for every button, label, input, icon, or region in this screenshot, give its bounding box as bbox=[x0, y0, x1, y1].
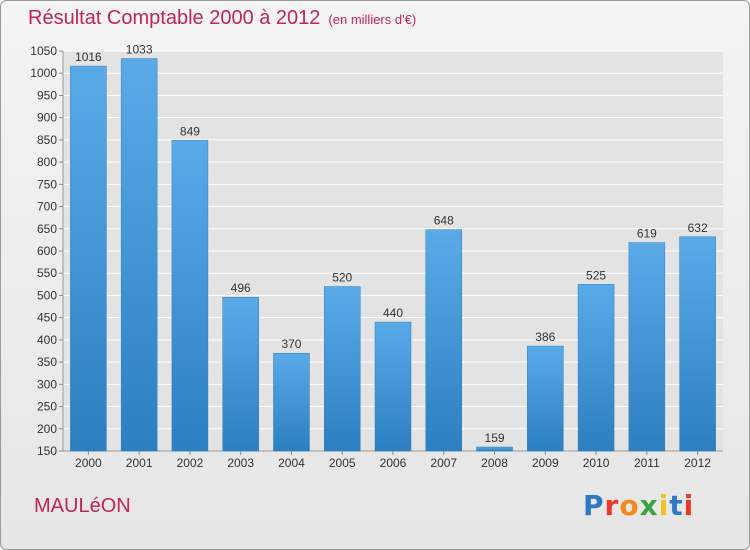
y-tick-label: 600 bbox=[37, 244, 57, 258]
bar-2008 bbox=[476, 446, 513, 452]
y-tick-label: 650 bbox=[37, 222, 57, 236]
bar-value-label: 525 bbox=[586, 268, 606, 282]
x-tick-label: 2006 bbox=[380, 456, 407, 470]
bar-2002 bbox=[171, 140, 209, 452]
y-tick-label: 250 bbox=[37, 400, 57, 414]
bar-value-label: 619 bbox=[637, 227, 657, 241]
bar-2001 bbox=[120, 58, 158, 452]
y-tick-label: 750 bbox=[37, 177, 57, 191]
x-tick-label: 2000 bbox=[75, 456, 102, 470]
y-tick-label: 400 bbox=[37, 333, 57, 347]
y-tick-label: 300 bbox=[37, 377, 57, 391]
y-tick-label: 450 bbox=[37, 311, 57, 325]
bar-value-label: 496 bbox=[231, 281, 251, 295]
y-tick-label: 150 bbox=[37, 444, 57, 458]
y-tick-label: 1050 bbox=[30, 44, 57, 58]
bar-2009 bbox=[527, 345, 564, 452]
x-tick-label: 2002 bbox=[177, 456, 204, 470]
bar-value-label: 520 bbox=[332, 271, 352, 285]
bar-2007 bbox=[425, 229, 463, 452]
y-tick-label: 800 bbox=[37, 155, 57, 169]
bar-2006 bbox=[374, 321, 412, 452]
proxiti-logo: Proxiti bbox=[583, 489, 695, 522]
bar-value-label: 632 bbox=[688, 221, 708, 235]
x-tick-label: 2010 bbox=[583, 456, 610, 470]
x-tick-label: 2012 bbox=[684, 456, 711, 470]
y-tick-label: 200 bbox=[37, 422, 57, 436]
bar-2012 bbox=[679, 236, 716, 452]
bar-2004 bbox=[273, 352, 310, 452]
bar-2003 bbox=[222, 296, 259, 452]
chart-title: Résultat Comptable 2000 à 2012 (en millie… bbox=[28, 7, 416, 30]
x-tick-label: 2004 bbox=[278, 456, 305, 470]
x-tick-label: 2001 bbox=[126, 456, 153, 470]
bar-2010 bbox=[577, 284, 615, 452]
y-tick-label: 1000 bbox=[30, 66, 57, 80]
x-tick-label: 2003 bbox=[227, 456, 254, 470]
bar-2005 bbox=[323, 286, 361, 452]
bar-value-label: 386 bbox=[535, 330, 555, 344]
x-tick-label: 2007 bbox=[430, 456, 457, 470]
y-tick-label: 900 bbox=[37, 111, 57, 125]
y-tick-label: 350 bbox=[37, 355, 57, 369]
bar-value-label: 159 bbox=[485, 431, 505, 445]
bar-value-label: 849 bbox=[180, 124, 200, 138]
y-tick-label: 850 bbox=[37, 133, 57, 147]
x-tick-label: 2008 bbox=[481, 456, 508, 470]
x-tick-label: 2009 bbox=[532, 456, 559, 470]
bar-2000 bbox=[70, 65, 107, 452]
bar-value-label: 1033 bbox=[126, 43, 153, 57]
y-tick-label: 950 bbox=[37, 88, 57, 102]
chart-title-text: Résultat Comptable 2000 à 2012 bbox=[28, 7, 321, 29]
bar-2011 bbox=[628, 242, 666, 452]
x-tick-label: 2005 bbox=[329, 456, 356, 470]
bar-value-label: 648 bbox=[434, 214, 454, 228]
x-tick-label: 2011 bbox=[634, 456, 660, 470]
y-tick-label: 700 bbox=[37, 200, 57, 214]
y-tick-label: 500 bbox=[37, 288, 57, 302]
y-tick-label: 550 bbox=[37, 266, 57, 280]
bar-value-label: 370 bbox=[281, 337, 301, 351]
chart-subtitle: (en milliers d'€) bbox=[328, 12, 417, 27]
commune-name: MAULéON bbox=[34, 495, 131, 517]
bar-value-label: 1016 bbox=[75, 50, 102, 64]
bar-value-label: 440 bbox=[383, 306, 403, 320]
